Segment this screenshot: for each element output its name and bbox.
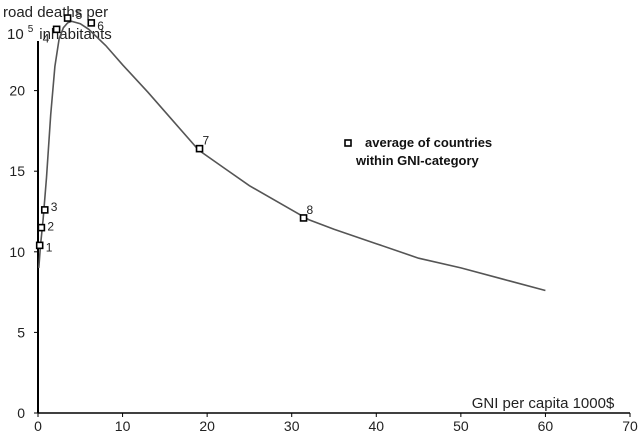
- data-point-marker-7: [195, 144, 204, 153]
- x-tick-label: 10: [115, 418, 131, 434]
- x-ticks: 0 10 20 30 40 50 60 70: [34, 413, 638, 434]
- x-tick-label: 50: [453, 418, 469, 434]
- x-axis-label: GNI per capita 1000$: [472, 395, 615, 412]
- data-point-marker-8: [299, 214, 308, 222]
- y-tick-label: 0: [17, 405, 25, 421]
- x-tick-label: 40: [368, 418, 384, 434]
- data-point-label-4: 4: [43, 31, 50, 45]
- data-point-marker-2: [37, 223, 46, 232]
- y-axis-label-line1: road deaths per: [3, 4, 108, 21]
- y-axis-label-base: 10: [7, 26, 24, 43]
- data-points: 1 2 3 4 56 7 8: [35, 8, 314, 254]
- y-ticks: 0 5 10 15 20: [9, 83, 38, 421]
- data-point-label-2: 2: [47, 220, 54, 234]
- data-point-marker-6: [87, 19, 96, 27]
- legend-marker: [344, 139, 352, 147]
- data-point-marker-4: [52, 25, 61, 34]
- y-tick-label: 20: [9, 83, 25, 99]
- data-point-marker-1: [35, 241, 44, 250]
- legend: average of countries within GNI-category: [344, 135, 492, 168]
- data-point-label-7: 7: [203, 134, 210, 148]
- data-point-label-6: 6: [97, 19, 104, 33]
- x-tick-label: 30: [284, 418, 300, 434]
- legend-label-line1: average of countries: [365, 135, 492, 150]
- trend-curve: [38, 20, 546, 292]
- x-tick-label: 20: [199, 418, 215, 434]
- y-tick-label: 5: [17, 324, 25, 340]
- x-tick-label: 60: [538, 418, 554, 434]
- y-tick-label: 10: [9, 244, 25, 260]
- data-point-marker-5: [63, 14, 72, 22]
- y-axis-label-exponent: 5: [28, 24, 34, 35]
- x-tick-label: 0: [34, 418, 42, 434]
- data-point-label-8: 8: [307, 203, 314, 217]
- y-tick-label: 15: [9, 163, 25, 179]
- data-point-label-5: 5: [76, 8, 83, 22]
- legend-label-line2: within GNI-category: [355, 153, 480, 168]
- data-point-label-1: 1: [46, 240, 53, 254]
- x-tick-label: 70: [622, 418, 638, 434]
- data-point-label-3: 3: [51, 200, 58, 214]
- data-point-marker-3: [40, 206, 49, 214]
